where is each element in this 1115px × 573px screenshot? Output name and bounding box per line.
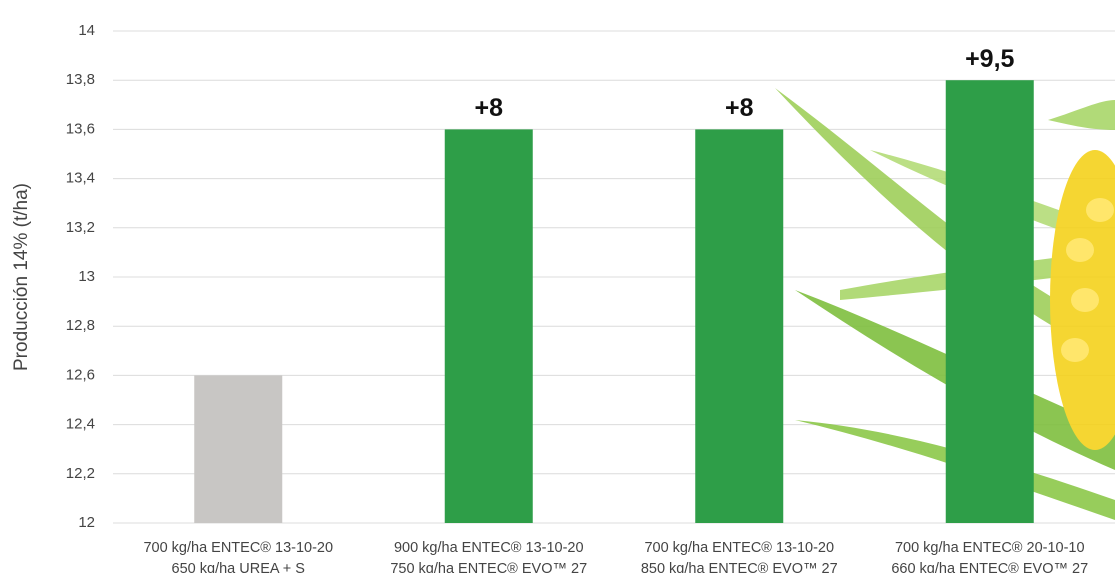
bar <box>194 375 283 523</box>
y-tick-label: 12,8 <box>66 317 95 334</box>
x-tick-label: 750 kg/ha ENTEC® EVO™ 27 <box>390 561 587 573</box>
x-tick-label: 700 kg/ha ENTEC® 20-10-10 <box>895 540 1085 556</box>
x-tick-label: 700 kg/ha ENTEC® 13-10-20 <box>143 540 333 556</box>
y-tick-label: 12,2 <box>66 465 95 482</box>
bar-label: +8 <box>474 94 503 122</box>
y-tick-label: 12,4 <box>66 416 95 433</box>
bar-label: +9,5 <box>965 45 1014 73</box>
y-tick-label: 13,4 <box>66 170 95 187</box>
y-tick-label: 14 <box>78 22 95 39</box>
y-tick-label: 13,2 <box>66 219 95 236</box>
y-axis-title: Producción 14% (t/ha) <box>11 183 32 371</box>
bar-label: +8 <box>725 94 754 122</box>
bar <box>695 129 784 523</box>
bar <box>444 129 533 523</box>
x-tick-label: 700 kg/ha ENTEC® 13-10-20 <box>644 540 834 556</box>
x-tick-label: 660 kg/ha ENTEC® EVO™ 27 <box>891 561 1088 573</box>
y-tick-label: 12 <box>78 514 95 531</box>
corn-decoration <box>775 88 1115 520</box>
y-tick-label: 13,6 <box>66 120 95 137</box>
x-tick-label: 650 kg/ha UREA + S <box>172 561 305 573</box>
y-tick-label: 12,6 <box>66 366 95 383</box>
x-tick-label: 850 kg/ha ENTEC® EVO™ 27 <box>641 561 838 573</box>
x-tick-label: 900 kg/ha ENTEC® 13-10-20 <box>394 540 584 556</box>
y-tick-label: 13 <box>78 268 95 285</box>
bar <box>945 80 1034 523</box>
y-tick-label: 13,8 <box>66 71 95 88</box>
